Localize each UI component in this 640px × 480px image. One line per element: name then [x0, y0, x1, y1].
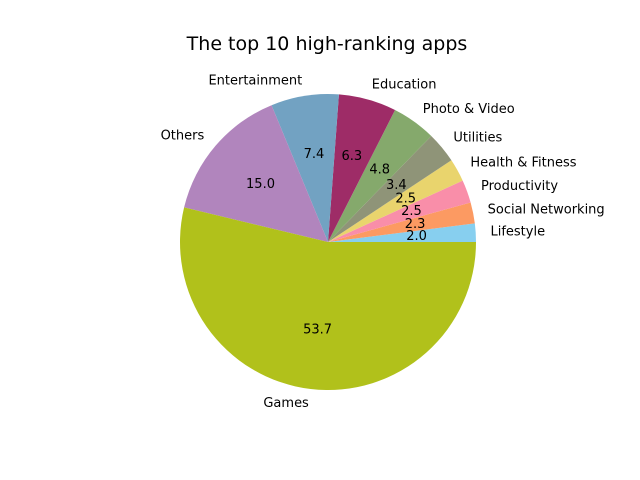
slice-label-entertainment: Entertainment: [208, 74, 302, 89]
slice-label-photo-video: Photo & Video: [423, 102, 515, 117]
pie-slice-social-networking: [328, 202, 475, 242]
slice-label-health-fitness: Health & Fitness: [470, 156, 576, 171]
slice-value-health-fitness: 2.5: [395, 191, 416, 206]
pie-slice-productivity: [328, 180, 471, 242]
slice-label-education: Education: [372, 78, 437, 93]
slice-label-games: Games: [263, 396, 309, 411]
slice-value-education: 6.3: [342, 149, 363, 164]
slice-value-games: 53.7: [303, 323, 332, 338]
pie-slice-photo-video: [328, 110, 432, 242]
pie-slice-games: [180, 207, 477, 390]
slice-label-utilities: Utilities: [453, 131, 502, 146]
chart-title: The top 10 high-ranking apps: [186, 33, 468, 55]
slice-label-social-networking: Social Networking: [488, 202, 605, 217]
slice-value-others: 15.0: [246, 177, 275, 192]
pie-slice-health-fitness: [328, 160, 463, 242]
slice-value-productivity: 2.5: [401, 204, 422, 219]
pie-slice-education: [328, 94, 396, 242]
slice-label-productivity: Productivity: [481, 179, 558, 194]
slice-value-photo-video: 4.8: [369, 162, 390, 177]
slice-value-entertainment: 7.4: [304, 147, 325, 162]
slice-value-utilities: 3.4: [386, 178, 407, 193]
slice-value-lifestyle: 2.0: [406, 229, 427, 244]
pie-slice-lifestyle: [328, 223, 476, 242]
pie-labels: Lifestyle 2.0 Social Networking 2.3 Producti…: [161, 74, 605, 411]
pie-slice-entertainment: [271, 94, 339, 243]
pie-slice-utilities: [328, 135, 452, 242]
pie-slice-others: [184, 105, 328, 243]
slice-value-social-networking: 2.3: [405, 217, 426, 232]
pie-slices: [180, 94, 477, 390]
slice-label-lifestyle: Lifestyle: [490, 224, 545, 239]
slice-label-others: Others: [161, 129, 205, 144]
